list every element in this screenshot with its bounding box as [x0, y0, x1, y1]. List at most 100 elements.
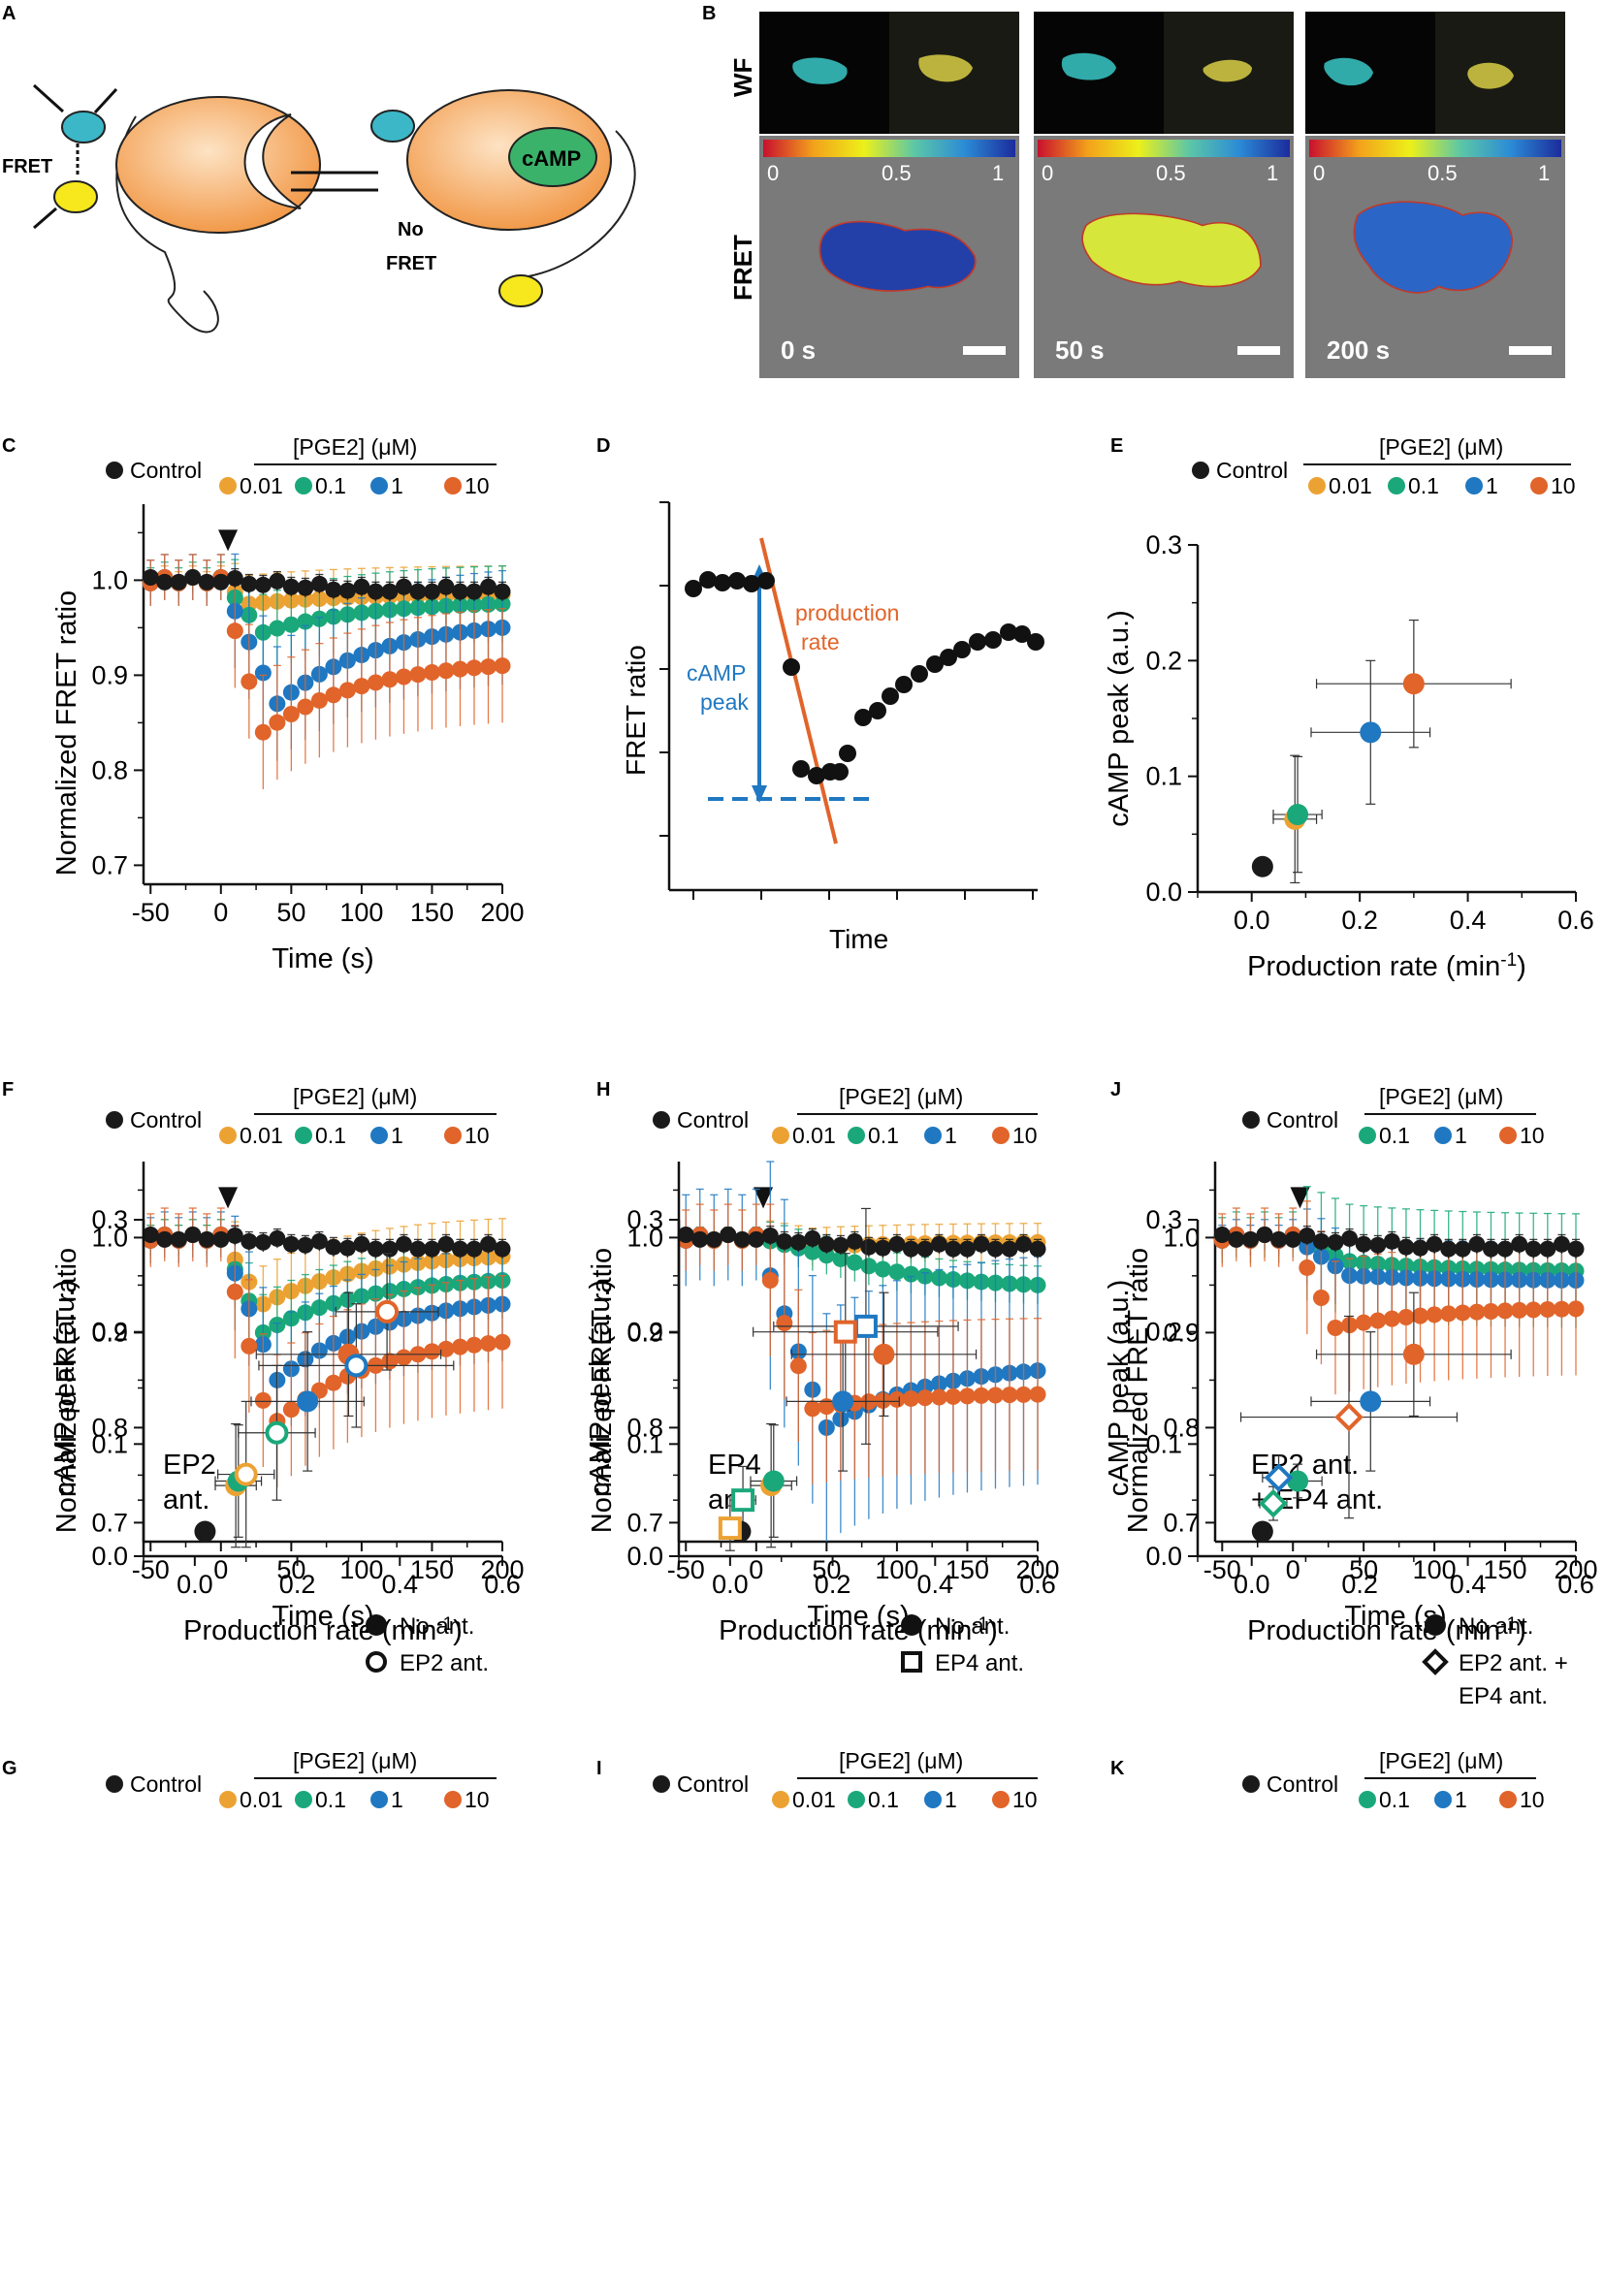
legend-label-10: 10 [465, 1787, 490, 1812]
annotation-line-1: ant. [163, 1484, 209, 1515]
series-point-10 [1468, 1303, 1486, 1321]
series-point-Control [170, 1230, 187, 1248]
series-point-Control [1014, 1235, 1032, 1253]
series-point-Control [888, 1235, 906, 1253]
fret-cell-2 [1353, 201, 1514, 294]
legend-marker-0.1 [848, 1127, 865, 1144]
series-point-Control [142, 568, 159, 586]
series-point-Control [212, 573, 230, 590]
y-tick-label: 0.1 [91, 1429, 128, 1458]
x-tick-label: 0.2 [1341, 1570, 1378, 1599]
series-point-10 [297, 698, 314, 716]
legend-label-1: 1 [1486, 473, 1498, 498]
series-point-Control [494, 583, 511, 600]
series-point-Control [409, 1240, 427, 1258]
legend-marker-0.1 [295, 477, 312, 494]
chart-legend: Control [PGE2] (μM) 0.01 0.1 1 10 [106, 1084, 497, 1148]
series-point-10 [818, 1398, 835, 1416]
series-point-Control [1228, 1230, 1245, 1248]
y-tick-label: 0.7 [91, 1508, 128, 1537]
d-point-13 [869, 702, 886, 719]
colorbar-tick-1-1: 0.5 [1156, 161, 1186, 185]
series-point-10 [423, 664, 440, 682]
series-point-Control [776, 1232, 793, 1250]
legend-marker-10 [1499, 1791, 1517, 1808]
series-point-Control [1213, 1226, 1231, 1243]
legend-label-0.1: 0.1 [1379, 1123, 1410, 1148]
series-point-Control [1284, 1230, 1301, 1248]
symbol-legend-ant-marker [1422, 1648, 1449, 1675]
annotation-line-0: EP4 [708, 1450, 761, 1481]
x-tick-label: 150 [410, 898, 454, 927]
series-point-10 [1524, 1301, 1542, 1319]
legend-marker-10 [992, 1791, 1010, 1808]
legend-label-1: 1 [945, 1123, 957, 1148]
legend-control-marker [1242, 1111, 1260, 1129]
legend-pge2-label: [PGE2] (μM) [293, 434, 417, 460]
series-point-Control [1468, 1235, 1486, 1253]
series-point-10 [325, 686, 342, 704]
series-point-Control [733, 1230, 751, 1248]
symbol-legend-no-ant-marker [366, 1614, 387, 1636]
legend-marker-1 [1465, 477, 1483, 494]
series-point-10 [437, 1340, 455, 1357]
series-point-Control [310, 1232, 328, 1250]
d-point-14 [882, 687, 899, 705]
series-point-Control [198, 1230, 215, 1248]
series-point-0.1 [804, 1243, 821, 1260]
point-10 [1402, 673, 1425, 695]
legend-label-0.01: 0.01 [240, 473, 283, 498]
series-point-0.1 [846, 1254, 863, 1271]
point-10 EP4 [833, 1320, 857, 1344]
d-point-11 [839, 745, 856, 762]
series-point-10 [986, 1387, 1004, 1404]
legend-label-0.01: 0.01 [1329, 473, 1372, 498]
fret-row-label: FRET [728, 235, 757, 301]
x-tick-label: 0.4 [1450, 1570, 1487, 1599]
series-point-Control [423, 583, 440, 600]
series-point-Control [226, 1227, 243, 1244]
colorbar-tick-1-0: 0 [1042, 161, 1053, 185]
legend-marker-10 [1530, 477, 1548, 494]
series-point-Control [465, 1240, 483, 1258]
series-point-Control [860, 1238, 878, 1256]
series-point-10 [451, 1338, 468, 1355]
colorbar-tick-2-0: 0 [1313, 161, 1325, 185]
y-tick-label: 0.3 [1145, 1205, 1182, 1234]
series-point-10 [1511, 1301, 1528, 1319]
y-tick-label: 0.8 [91, 1413, 128, 1442]
legend-label-10: 10 [1520, 1787, 1545, 1812]
series-point-Control [1496, 1240, 1514, 1258]
series-point-Control [1383, 1232, 1400, 1250]
panel-label-f: F [2, 1079, 14, 1100]
series-point-Control [1241, 1230, 1259, 1248]
wf-cfp-cell-2 [1324, 57, 1373, 86]
legend-label-10: 10 [1012, 1123, 1038, 1148]
legend-label-0.1: 0.1 [315, 473, 346, 498]
series-point-Control [451, 583, 468, 600]
annotation-line-0: EP2 [163, 1450, 216, 1481]
series-point-10 [1482, 1302, 1499, 1320]
legend-label-0.1: 0.1 [315, 1787, 346, 1812]
legend-label-1: 1 [945, 1787, 957, 1812]
symbol-legend-ant-marker [901, 1651, 922, 1673]
x-axis-label: Production rate (min-1) [1247, 950, 1526, 983]
series-point-Control [1539, 1240, 1556, 1258]
x-tick-label: 50 [276, 1555, 305, 1584]
colorbar-2 [1309, 140, 1561, 157]
x-axis-label-close: ) [453, 1615, 463, 1646]
d-point-24 [1027, 633, 1044, 651]
x-tick-label: 200 [480, 898, 524, 927]
legend-control-label: Control [677, 1771, 749, 1797]
d-point-15 [895, 676, 913, 693]
legend-label-10: 10 [1551, 473, 1576, 498]
colorbar-tick-0-1: 0.5 [882, 161, 912, 185]
linker-right [528, 130, 636, 277]
x-axis-label: Time (s) [272, 943, 373, 974]
stimulus-arrowhead [1290, 1187, 1310, 1209]
camp-bound [508, 127, 597, 187]
legend-pge2-label: [PGE2] (μM) [1379, 434, 1503, 460]
